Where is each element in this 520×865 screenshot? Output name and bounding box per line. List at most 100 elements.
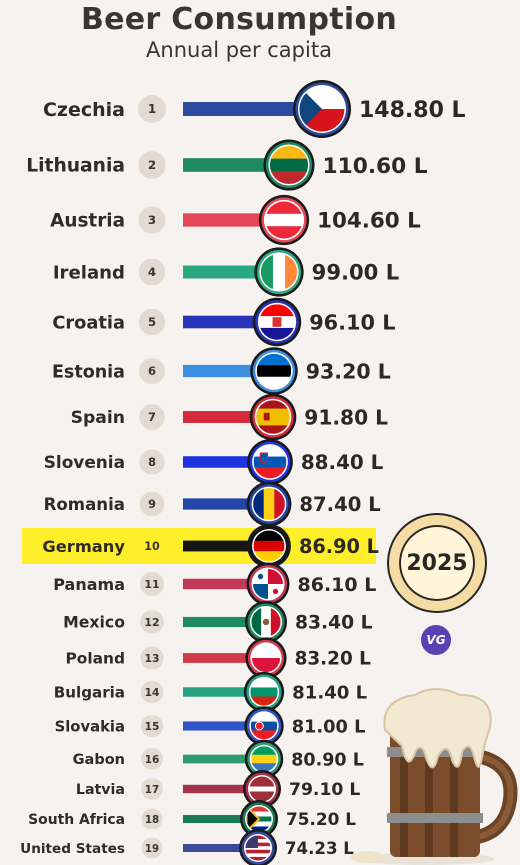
value-label: 79.10 L xyxy=(289,780,360,800)
country-label: Poland xyxy=(66,650,126,668)
year-badge: 2025 xyxy=(389,515,485,611)
value-label: 88.40 L xyxy=(301,451,384,474)
bar xyxy=(183,653,266,663)
country-label: Panama xyxy=(53,575,125,594)
rank-label: 14 xyxy=(145,686,160,699)
rank-badge xyxy=(138,95,166,123)
country-label: Ireland xyxy=(53,263,125,284)
value-label: 80.90 L xyxy=(291,750,364,770)
flag-icon xyxy=(250,712,278,740)
rank-badge xyxy=(139,533,165,559)
country-label: Estonia xyxy=(52,362,125,382)
rank-badge xyxy=(141,837,163,859)
chart-title: Beer Consumption xyxy=(80,2,398,37)
rank-badge xyxy=(138,308,166,336)
bar xyxy=(183,578,268,590)
chart-row: Czechia 1 148.80 L xyxy=(43,80,466,138)
chart-row: Slovakia 15 81.00 L xyxy=(55,706,365,746)
rank-label: 15 xyxy=(145,721,160,733)
rank-badge xyxy=(139,491,165,517)
value-label: 93.20 L xyxy=(306,359,391,383)
flag-icon xyxy=(253,530,285,562)
bar xyxy=(183,784,262,794)
country-label: United States xyxy=(20,841,125,857)
country-label: Slovenia xyxy=(44,452,125,472)
flag-icon xyxy=(259,304,295,340)
flag-icon xyxy=(253,445,287,479)
bar xyxy=(183,102,322,116)
rank-badge xyxy=(138,258,166,286)
chart-row: Bulgaria 14 81.40 L xyxy=(54,671,368,713)
value-label: 99.00 L xyxy=(312,260,400,285)
rank-label: 10 xyxy=(144,540,160,553)
value-label: 96.10 L xyxy=(309,310,395,334)
rank-label: 17 xyxy=(145,784,159,796)
rank-badge xyxy=(141,748,163,770)
chart-row: United States 19 74.23 L xyxy=(20,829,354,865)
rank-badge xyxy=(139,404,165,430)
rank-label: 7 xyxy=(148,410,156,424)
flag-icon xyxy=(260,253,298,291)
flag-icon xyxy=(251,643,281,673)
rank-label: 1 xyxy=(148,102,156,116)
rank-label: 11 xyxy=(144,578,159,591)
country-label: Austria xyxy=(50,211,125,232)
rank-label: 16 xyxy=(145,754,160,766)
chart-row: Austria 3 104.60 L xyxy=(50,194,421,246)
value-label: 86.90 L xyxy=(299,535,379,558)
chart-row: Latvia 17 79.10 L xyxy=(76,770,360,808)
chart-row: Croatia 5 96.10 L xyxy=(52,297,395,347)
country-label: Germany xyxy=(42,537,125,556)
chart-row: Panama 11 86.10 L xyxy=(53,562,376,606)
country-label: Czechia xyxy=(43,99,125,121)
rank-badge xyxy=(140,680,164,704)
flag-icon xyxy=(253,488,285,520)
chart-row: Slovenia 8 88.40 L xyxy=(44,439,384,485)
chart-subtitle: Annual per capita xyxy=(146,38,332,62)
rank-badge xyxy=(141,778,163,800)
bar xyxy=(183,721,264,731)
flag-icon xyxy=(249,776,275,802)
value-label: 87.40 L xyxy=(299,493,380,516)
bar xyxy=(183,456,270,468)
value-label: 91.80 L xyxy=(304,405,388,429)
chart-row: Germany 10 86.90 L xyxy=(42,524,379,568)
value-label: 83.20 L xyxy=(295,649,372,670)
rank-badge xyxy=(138,151,166,179)
flag-icon xyxy=(256,353,292,389)
chart-row: Romania 9 87.40 L xyxy=(44,481,381,527)
rank-badge xyxy=(140,714,164,738)
rank-badge xyxy=(140,646,164,670)
value-label: 148.80 L xyxy=(359,98,466,123)
bar xyxy=(183,687,264,697)
country-label: Bulgaria xyxy=(54,683,125,701)
rank-label: 4 xyxy=(148,265,156,279)
rank-label: 9 xyxy=(148,498,156,511)
value-label: 75.20 L xyxy=(286,809,356,829)
chart-row: Mexico 12 83.40 L xyxy=(63,600,373,644)
value-label: 104.60 L xyxy=(317,209,421,234)
country-label: Lithuania xyxy=(26,156,125,177)
chart-row: Gabon 16 80.90 L xyxy=(73,739,364,779)
value-label: 81.40 L xyxy=(292,683,368,704)
bar xyxy=(183,213,284,227)
rank-badge xyxy=(141,808,163,830)
value-label: 110.60 L xyxy=(323,154,428,179)
rank-badge xyxy=(139,358,165,384)
flag-icon xyxy=(251,746,277,772)
rank-label: 12 xyxy=(144,616,159,629)
bar xyxy=(183,844,258,852)
brand-logo-icon: VG xyxy=(421,625,451,655)
chart-row: South Africa 18 75.20 L xyxy=(28,800,356,838)
flag-icon xyxy=(299,86,345,132)
bar xyxy=(183,814,259,824)
country-label: Slovakia xyxy=(55,718,125,735)
chart-row: Spain 7 91.80 L xyxy=(71,393,388,441)
flag-icon xyxy=(265,201,303,239)
rank-badge xyxy=(140,610,164,634)
chart-row: Poland 13 83.20 L xyxy=(66,637,372,679)
flag-icon xyxy=(246,806,272,832)
bar xyxy=(183,498,269,510)
country-label: South Africa xyxy=(28,812,125,828)
